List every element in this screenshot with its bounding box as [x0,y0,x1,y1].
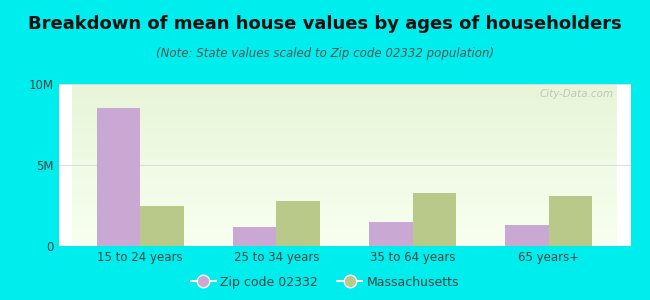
Bar [97,108,140,246]
Text: City-Data.com: City-Data.com [540,89,614,99]
Bar [369,222,413,246]
Bar [233,226,276,246]
Bar [276,201,320,246]
Bar [413,193,456,246]
Bar [140,206,184,246]
Bar [549,196,592,246]
Text: (Note: State values scaled to Zip code 02332 population): (Note: State values scaled to Zip code 0… [156,46,494,59]
Bar [505,225,549,246]
Text: Breakdown of mean house values by ages of householders: Breakdown of mean house values by ages o… [28,15,622,33]
Legend: Zip code 02332, Massachusetts: Zip code 02332, Massachusetts [185,271,465,294]
